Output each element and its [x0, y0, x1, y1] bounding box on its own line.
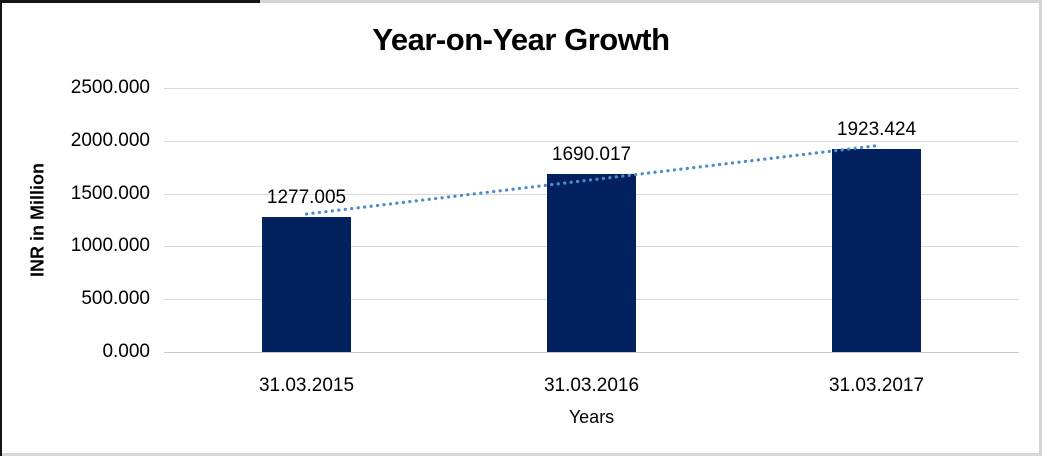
y-tick-label: 2500.000 — [70, 77, 150, 98]
frame-border-left — [0, 0, 2, 456]
frame-border-top — [0, 0, 1042, 3]
gridline — [164, 141, 1019, 142]
y-axis-title: INR in Million — [27, 163, 48, 277]
bar — [547, 173, 636, 352]
bar — [262, 217, 351, 352]
x-tick-label: 31.03.2017 — [828, 375, 925, 396]
y-tick-label: 1000.000 — [70, 235, 150, 256]
gridline — [164, 352, 1019, 353]
bar-value-label: 1690.017 — [551, 143, 632, 165]
bar-value-label: 1277.005 — [266, 187, 347, 209]
bar-value-label: 1923.424 — [836, 118, 917, 140]
y-tick-label: 0.000 — [102, 341, 150, 362]
y-tick-label: 1500.000 — [70, 183, 150, 204]
gridline — [164, 88, 1019, 89]
frame-border-right — [1039, 0, 1042, 456]
y-tick-label: 500.000 — [81, 288, 150, 309]
x-axis-title: Years — [568, 407, 615, 427]
frame-border-bottom — [0, 453, 1042, 456]
y-tick-label: 2000.000 — [70, 130, 150, 151]
x-tick-label: 31.03.2015 — [258, 375, 355, 396]
bar — [832, 148, 921, 352]
frame-border-top-accent — [0, 0, 260, 3]
chart-title: Year-on-Year Growth — [372, 22, 670, 57]
x-tick-label: 31.03.2016 — [543, 375, 640, 396]
